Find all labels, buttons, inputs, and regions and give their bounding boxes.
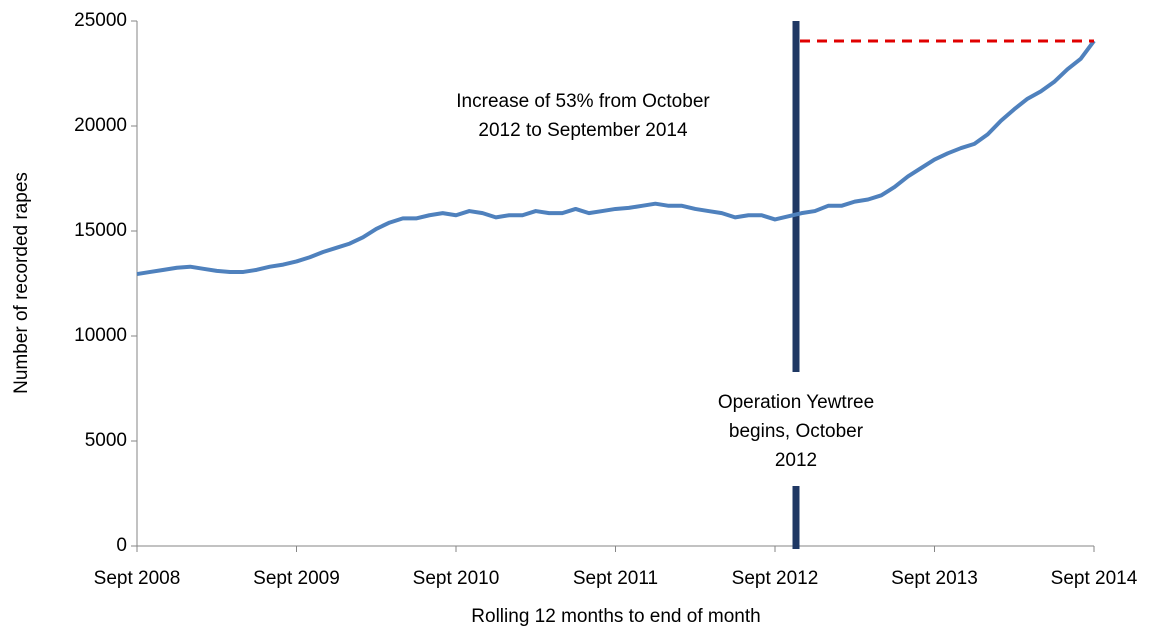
y-tick-label: 5000 <box>85 430 127 451</box>
y-tick-label: 0 <box>116 535 127 556</box>
y-tick-label: 20000 <box>74 115 127 136</box>
x-tick-label: Sept 2011 <box>573 568 658 589</box>
y-tick-label: 10000 <box>74 325 127 346</box>
x-tick-label: Sept 2010 <box>413 568 500 589</box>
annotation: 2012 to September 2014 <box>478 120 688 141</box>
data-line <box>136 39 1096 277</box>
annotation: Operation Yewtree <box>718 392 874 413</box>
x-axis-title: Rolling 12 months to end of month <box>471 606 760 627</box>
y-tick-label: 15000 <box>74 220 127 241</box>
y-axis-title: Number of recorded rapes <box>11 172 32 394</box>
x-tick-label: Sept 2013 <box>891 568 978 589</box>
x-tick-label: Sept 2012 <box>732 568 819 589</box>
y-tick-label: 25000 <box>74 10 127 31</box>
x-tick-label: Sept 2014 <box>1051 568 1138 589</box>
annotation: Increase of 53% from October <box>456 91 710 112</box>
x-tick-label: Sept 2009 <box>253 568 340 589</box>
annotation: 2012 <box>775 450 817 471</box>
x-tick-label: Sept 2008 <box>94 568 181 589</box>
annotation: begins, October <box>729 421 864 442</box>
